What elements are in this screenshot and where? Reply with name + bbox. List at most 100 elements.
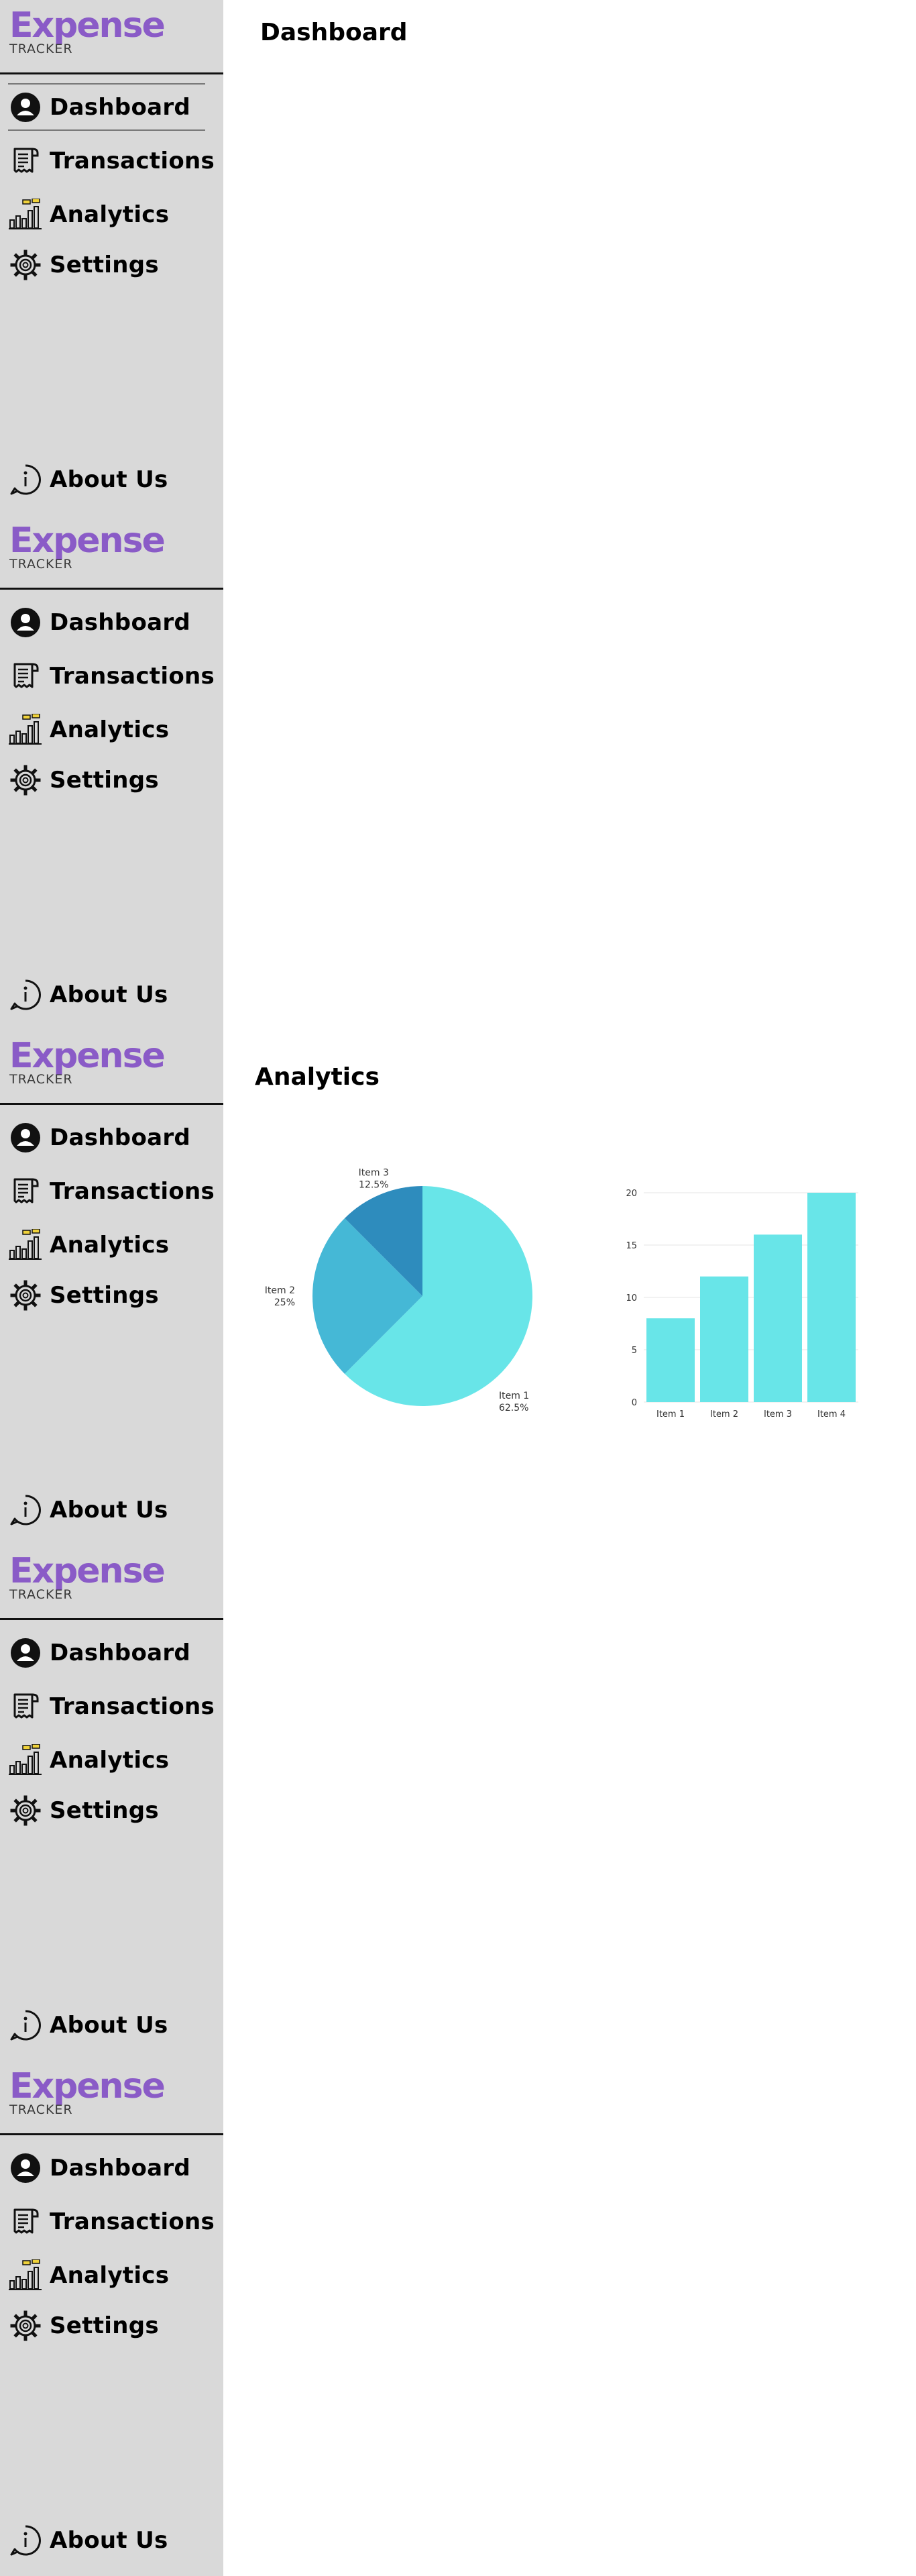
bar-chart-icon [8, 197, 43, 232]
y-tick-label: 20 [626, 1189, 637, 1199]
user-icon [8, 90, 43, 125]
logo-divider [0, 1103, 223, 1105]
info-icon [8, 2008, 43, 2043]
sidebar-item-settings[interactable]: Settings [8, 1790, 159, 1831]
sidebar-item-about[interactable]: About Us [8, 2005, 168, 2045]
sidebar-item-settings[interactable]: Settings [8, 245, 159, 285]
sidebar-item-label: Analytics [50, 1747, 170, 1774]
pie-slice-label: Item 2 [265, 1285, 295, 1296]
y-tick-label: 15 [626, 1241, 637, 1251]
x-tick-label: Item 4 [817, 1409, 846, 1419]
sidebar-item-label: Settings [50, 1797, 159, 1824]
sidebar-item-transactions[interactable]: Transactions [8, 1171, 215, 1212]
sidebar-item-about[interactable]: About Us [8, 460, 168, 500]
receipt-icon [8, 1689, 43, 1724]
bar [807, 1193, 856, 1402]
sidebar: Expense TRACKER Dashboard [0, 515, 223, 1030]
gear-icon [8, 1793, 43, 1828]
brand-name: Expense [9, 1551, 166, 1591]
receipt-icon [8, 144, 43, 178]
brand-tagline: TRACKER [9, 1587, 73, 1602]
sidebar-item-label: Dashboard [50, 2155, 191, 2182]
gear-icon [8, 1278, 43, 1313]
info-icon [8, 1493, 43, 1527]
brand-logo[interactable]: Expense TRACKER [9, 5, 166, 56]
sidebar-item-settings[interactable]: Settings [8, 760, 159, 800]
sidebar-item-label: Transactions [50, 148, 215, 174]
brand-tagline: TRACKER [9, 42, 73, 56]
sidebar-item-label: Analytics [50, 1232, 170, 1258]
pie-slice [345, 1186, 532, 1406]
sidebar-item-analytics[interactable]: Analytics [8, 710, 169, 750]
sidebar-item-analytics[interactable]: Analytics [8, 1225, 169, 1265]
sidebar-item-dashboard[interactable]: Dashboard [8, 87, 190, 127]
logo-divider [0, 1618, 223, 1620]
sidebar-item-label: Transactions [50, 663, 215, 690]
sidebar-item-transactions[interactable]: Transactions [8, 656, 215, 696]
sidebar: Expense TRACKER Dashboard [0, 0, 223, 515]
pie-slice-label: Item 1 [499, 1391, 529, 1401]
sidebar-item-analytics[interactable]: Analytics [8, 2255, 169, 2296]
sidebar-item-about[interactable]: About Us [8, 2520, 168, 2561]
sidebar: Expense TRACKER Dashboard [0, 2061, 223, 2576]
receipt-icon [8, 1174, 43, 1209]
bar [646, 1318, 695, 1402]
brand-logo[interactable]: Expense TRACKER [9, 1551, 166, 1602]
active-item-top-rule [8, 83, 205, 85]
sidebar-item-label: Settings [50, 2312, 159, 2339]
sidebar-item-transactions[interactable]: Transactions [8, 1686, 215, 1727]
sidebar-item-label: About Us [50, 466, 168, 493]
sidebar: Expense TRACKER Dashboard [0, 1546, 223, 2061]
brand-name: Expense [9, 521, 166, 561]
bar-chart-icon [8, 712, 43, 747]
sidebar-item-analytics[interactable]: Analytics [8, 195, 169, 235]
y-tick-label: 5 [632, 1346, 637, 1356]
sidebar-item-transactions[interactable]: Transactions [8, 2202, 215, 2242]
gear-icon [8, 2308, 43, 2343]
brand-name: Expense [9, 5, 166, 46]
gear-icon [8, 248, 43, 282]
logo-divider [0, 588, 223, 590]
user-icon [8, 2151, 43, 2186]
brand-logo[interactable]: Expense TRACKER [9, 521, 166, 571]
sidebar-item-label: Dashboard [50, 1124, 191, 1151]
y-tick-label: 0 [632, 1398, 637, 1408]
sidebar-item-dashboard[interactable]: Dashboard [8, 1118, 190, 1158]
sidebar-item-label: Dashboard [50, 1640, 191, 1666]
info-icon [8, 462, 43, 497]
gear-icon [8, 763, 43, 798]
sidebar-item-transactions[interactable]: Transactions [8, 141, 215, 181]
receipt-icon [8, 2204, 43, 2239]
sidebar-item-label: Settings [50, 1282, 159, 1309]
sidebar-item-label: Transactions [50, 1693, 215, 1720]
y-tick-label: 10 [626, 1293, 637, 1303]
brand-name: Expense [9, 2066, 166, 2106]
user-icon [8, 605, 43, 640]
sidebar-item-about[interactable]: About Us [8, 1490, 168, 1530]
x-tick-label: Item 1 [656, 1409, 685, 1419]
sidebar-item-label: About Us [50, 1497, 168, 1523]
x-tick-label: Item 3 [764, 1409, 792, 1419]
info-icon [8, 977, 43, 1012]
bar [754, 1234, 802, 1402]
bar-chart-icon [8, 1743, 43, 1778]
x-tick-label: Item 2 [710, 1409, 738, 1419]
sidebar-item-dashboard[interactable]: Dashboard [8, 1633, 190, 1673]
brand-name: Expense [9, 1036, 166, 1076]
sidebar-item-about[interactable]: About Us [8, 975, 168, 1015]
sidebar-background [0, 0, 223, 2576]
brand-logo[interactable]: Expense TRACKER [9, 2066, 166, 2116]
sidebar-item-label: Analytics [50, 716, 170, 743]
pie-chart: Item 1 62.5% Item 225% Item 312.5% [265, 1167, 532, 1413]
sidebar-item-label: Transactions [50, 1178, 215, 1205]
sidebar-item-label: Settings [50, 767, 159, 794]
sidebar-item-label: Analytics [50, 201, 170, 228]
sidebar-item-dashboard[interactable]: Dashboard [8, 602, 190, 643]
sidebar-item-settings[interactable]: Settings [8, 1275, 159, 1316]
brand-logo[interactable]: Expense TRACKER [9, 1036, 166, 1086]
user-icon [8, 1635, 43, 1670]
sidebar-item-analytics[interactable]: Analytics [8, 1740, 169, 1780]
sidebar-item-settings[interactable]: Settings [8, 2306, 159, 2346]
sidebar-item-dashboard[interactable]: Dashboard [8, 2148, 190, 2188]
page-title-analytics: Analytics [255, 1063, 380, 1091]
